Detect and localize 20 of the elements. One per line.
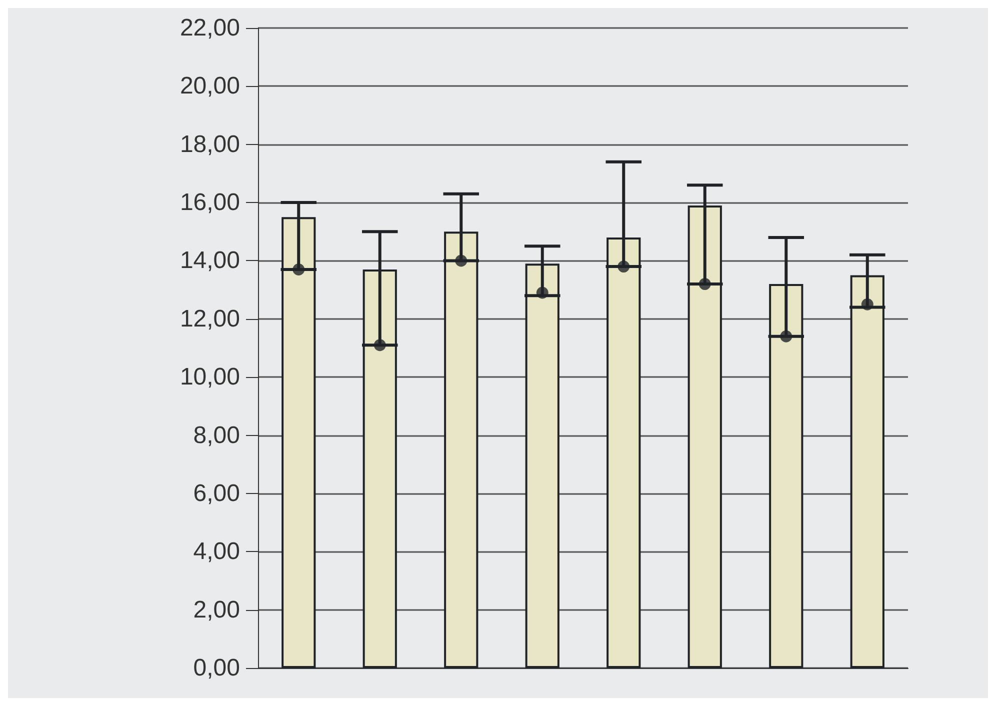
- y-tick-label: 18,00: [180, 130, 240, 158]
- point: [374, 339, 386, 352]
- y-tick-label: 8,00: [193, 422, 240, 449]
- y-tick-label: 14,00: [180, 247, 240, 274]
- y-tick-label: 4,00: [193, 538, 240, 566]
- y-tick-label: 22,00: [180, 14, 240, 42]
- point: [536, 286, 548, 299]
- point: [292, 263, 305, 276]
- point: [698, 278, 711, 290]
- y-tick-label: 6,00: [193, 480, 240, 507]
- point: [455, 254, 468, 267]
- y-tick-label: 16,00: [180, 189, 240, 216]
- y-tick-label: 20,00: [180, 72, 240, 100]
- point: [618, 260, 630, 273]
- y-tick-label: 0,00: [193, 654, 240, 682]
- y-tick-label: 12,00: [180, 305, 240, 332]
- y-tick-label: 2,00: [193, 596, 240, 624]
- y-tick-label: 10,00: [180, 364, 240, 391]
- point: [861, 298, 874, 310]
- point: [780, 330, 792, 342]
